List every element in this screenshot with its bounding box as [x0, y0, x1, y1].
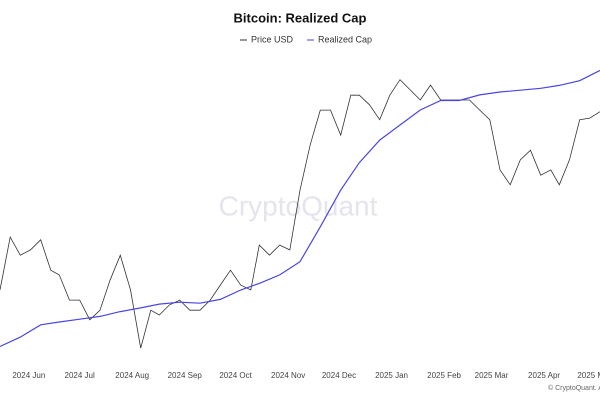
- x-tick-label: 2025 Feb: [427, 371, 461, 380]
- x-tick-label: 2024 Nov: [271, 371, 305, 380]
- x-tick-label: 2025 Jan: [375, 371, 408, 380]
- x-tick-label: 2024 Jun: [12, 371, 45, 380]
- chart-title: Bitcoin: Realized Cap: [234, 10, 367, 25]
- legend-label: Realized Cap: [318, 34, 372, 44]
- footer: © CryptoQuant. All Rights Reserved: [548, 384, 600, 392]
- x-tick-label: 2024 Jul: [65, 371, 95, 380]
- x-tick-label: 2025 Mar: [475, 371, 509, 380]
- x-tick-label: 2024 Oct: [219, 371, 252, 380]
- x-tick-label: 2025 May: [577, 371, 600, 380]
- x-tick-label: 2024 Dec: [322, 371, 356, 380]
- watermark: CryptoQuant: [219, 190, 378, 221]
- series-line: [0, 79, 600, 349]
- x-tick-label: 2025 Apr: [528, 371, 560, 380]
- series-line: [0, 69, 600, 348]
- x-tick-label: 2024 Sep: [168, 371, 203, 380]
- x-tick-label: 2024 Aug: [115, 371, 149, 380]
- legend-label: Price USD: [251, 34, 294, 44]
